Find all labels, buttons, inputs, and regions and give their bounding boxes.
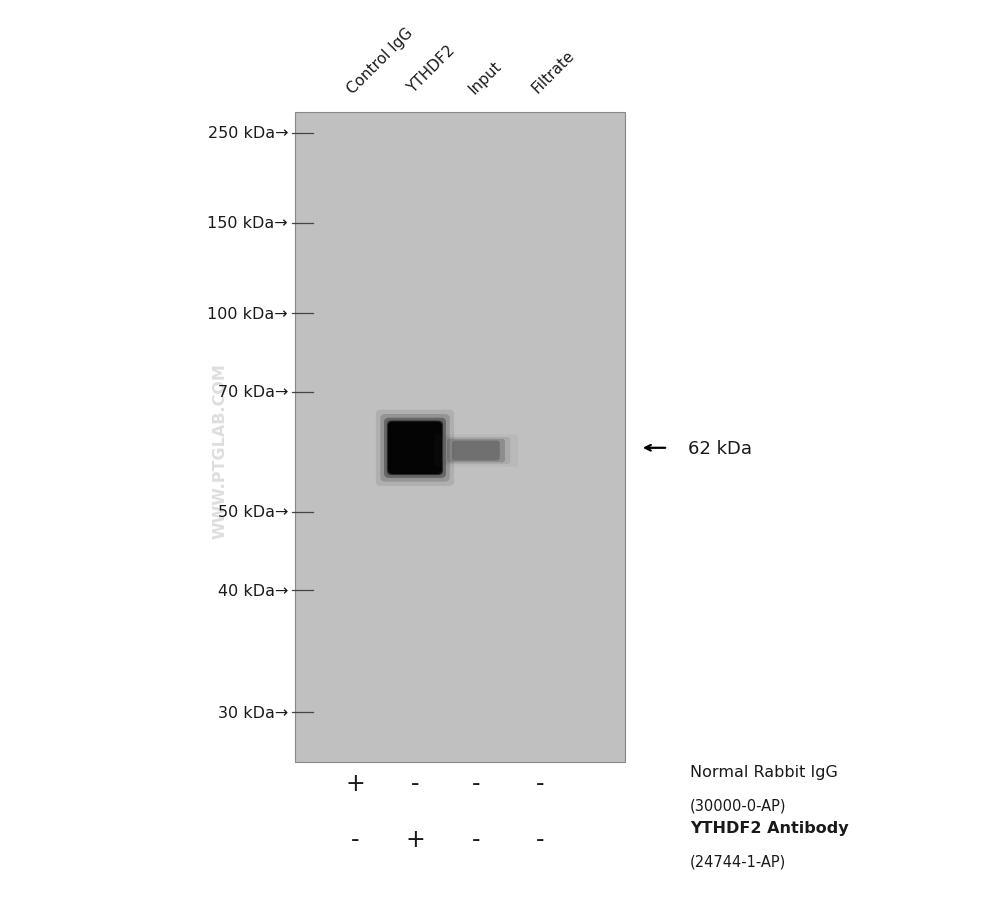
Text: 62 kDa: 62 kDa — [688, 439, 752, 457]
FancyBboxPatch shape — [442, 437, 510, 465]
FancyBboxPatch shape — [447, 439, 505, 463]
Text: 70 kDa→: 70 kDa→ — [218, 385, 288, 400]
FancyBboxPatch shape — [434, 435, 518, 467]
Text: 100 kDa→: 100 kDa→ — [207, 307, 288, 321]
Text: (30000-0-AP): (30000-0-AP) — [690, 798, 786, 813]
Text: 50 kDa→: 50 kDa→ — [218, 505, 288, 520]
Text: -: - — [472, 827, 480, 851]
Text: -: - — [536, 827, 544, 851]
Text: +: + — [405, 827, 425, 851]
Text: 30 kDa→: 30 kDa→ — [218, 705, 288, 720]
Text: 150 kDa→: 150 kDa→ — [207, 216, 288, 231]
Text: -: - — [536, 771, 544, 795]
Text: -: - — [411, 771, 419, 795]
Text: (24744-1-AP): (24744-1-AP) — [690, 854, 786, 869]
Text: +: + — [345, 771, 365, 795]
FancyBboxPatch shape — [295, 113, 625, 762]
Text: Input: Input — [465, 58, 504, 97]
FancyBboxPatch shape — [387, 421, 443, 475]
Text: Normal Rabbit IgG: Normal Rabbit IgG — [690, 765, 838, 779]
Text: WWW.PTGLAB.COM: WWW.PTGLAB.COM — [212, 364, 228, 538]
Text: -: - — [351, 827, 359, 851]
FancyBboxPatch shape — [452, 441, 500, 461]
Text: YTHDF2: YTHDF2 — [404, 43, 458, 97]
FancyBboxPatch shape — [384, 419, 446, 478]
Text: -: - — [472, 771, 480, 795]
FancyBboxPatch shape — [388, 422, 442, 474]
FancyBboxPatch shape — [380, 415, 450, 482]
Text: Control IgG: Control IgG — [344, 25, 416, 97]
Text: Filtrate: Filtrate — [529, 48, 578, 97]
Text: 40 kDa→: 40 kDa→ — [218, 584, 288, 598]
Text: 250 kDa→: 250 kDa→ — [208, 126, 288, 141]
FancyBboxPatch shape — [376, 410, 454, 486]
Text: YTHDF2 Antibody: YTHDF2 Antibody — [690, 821, 849, 835]
